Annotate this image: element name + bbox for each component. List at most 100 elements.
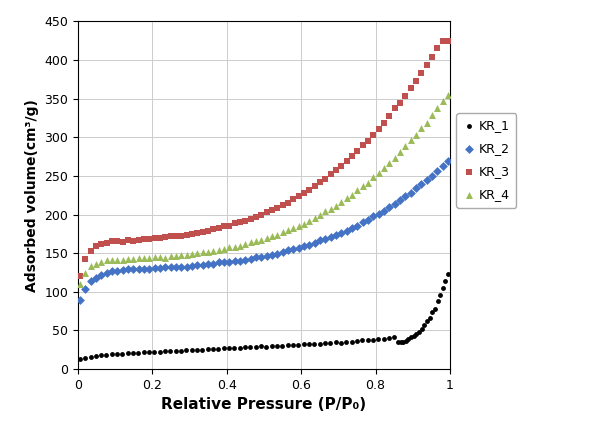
KR_4: [416, 124, 426, 131]
KR_4: [368, 174, 378, 181]
KR_1: [256, 343, 266, 350]
KR_1: [336, 339, 346, 346]
KR_2: [363, 217, 373, 224]
KR_3: [246, 216, 256, 223]
KR_2: [433, 168, 442, 175]
KR_1: [430, 306, 440, 313]
KR_1: [358, 337, 367, 344]
KR_2: [235, 258, 245, 265]
KR_2: [320, 236, 330, 243]
KR_1: [219, 345, 229, 352]
KR_3: [171, 233, 181, 240]
KR_4: [187, 251, 197, 257]
KR_2: [374, 211, 383, 218]
KR_1: [160, 348, 170, 355]
KR_1: [409, 333, 419, 340]
KR_3: [112, 238, 122, 245]
KR_2: [187, 263, 197, 269]
KR_2: [438, 162, 448, 169]
KR_1: [373, 336, 383, 343]
KR_4: [353, 187, 362, 193]
KR_4: [176, 251, 186, 258]
KR_2: [150, 265, 160, 272]
KR_4: [257, 237, 266, 244]
KR_4: [374, 169, 383, 176]
KR_1: [182, 346, 191, 353]
KR_1: [134, 349, 143, 356]
KR_4: [102, 257, 112, 263]
KR_3: [166, 233, 175, 239]
KR_2: [299, 242, 309, 249]
KR_1: [75, 356, 85, 363]
KR_4: [112, 257, 122, 263]
KR_4: [235, 243, 245, 250]
KR_1: [406, 334, 416, 341]
KR_4: [224, 244, 234, 251]
KR_3: [219, 223, 229, 230]
KR_3: [182, 232, 191, 239]
KR_2: [289, 246, 298, 253]
KR_1: [139, 349, 149, 356]
KR_3: [427, 54, 437, 60]
KR_2: [278, 248, 287, 255]
KR_4: [123, 255, 133, 262]
KR_1: [398, 338, 408, 345]
KR_2: [128, 266, 138, 273]
Y-axis label: Adsorbed volume(cm³/g): Adsorbed volume(cm³/g): [25, 99, 39, 292]
KR_3: [315, 179, 325, 186]
KR_4: [347, 192, 357, 199]
KR_2: [331, 232, 341, 239]
KR_1: [176, 347, 186, 354]
KR_3: [97, 240, 106, 247]
KR_2: [412, 185, 421, 192]
KR_3: [433, 45, 442, 52]
Legend: KR_1, KR_2, KR_3, KR_4: KR_1, KR_2, KR_3, KR_4: [456, 113, 516, 208]
KR_1: [278, 342, 287, 349]
KR_1: [412, 330, 421, 337]
KR_1: [149, 349, 159, 356]
KR_1: [315, 340, 325, 347]
KR_1: [401, 338, 410, 344]
KR_2: [390, 201, 400, 208]
KR_3: [91, 243, 101, 250]
KR_1: [80, 354, 90, 361]
KR_1: [363, 336, 373, 343]
KR_3: [139, 236, 149, 242]
KR_1: [425, 314, 434, 321]
KR_1: [288, 341, 298, 348]
KR_1: [97, 352, 106, 359]
KR_3: [145, 236, 154, 243]
KR_3: [353, 147, 362, 154]
KR_3: [368, 132, 378, 139]
KR_4: [379, 165, 389, 172]
KR_1: [197, 346, 207, 353]
KR_3: [208, 226, 218, 233]
KR_4: [230, 243, 239, 250]
KR_4: [438, 97, 448, 104]
KR_1: [101, 351, 111, 358]
KR_3: [176, 233, 186, 239]
KR_4: [203, 249, 213, 256]
KR_4: [305, 218, 314, 224]
KR_1: [433, 298, 442, 305]
KR_2: [203, 261, 213, 268]
KR_3: [320, 175, 330, 182]
KR_1: [347, 338, 356, 345]
KR_3: [155, 235, 165, 242]
KR_1: [422, 317, 432, 324]
KR_3: [412, 78, 421, 85]
KR_4: [91, 260, 101, 267]
KR_2: [97, 272, 106, 278]
KR_2: [230, 258, 239, 265]
KR_1: [214, 345, 223, 352]
KR_4: [246, 239, 256, 245]
KR_1: [187, 347, 197, 353]
KR_1: [262, 343, 271, 350]
KR_3: [80, 255, 90, 262]
KR_4: [193, 250, 202, 257]
KR_2: [368, 213, 378, 220]
KR_1: [203, 346, 212, 353]
KR_1: [396, 338, 406, 345]
KR_4: [145, 255, 154, 262]
KR_3: [283, 199, 293, 206]
